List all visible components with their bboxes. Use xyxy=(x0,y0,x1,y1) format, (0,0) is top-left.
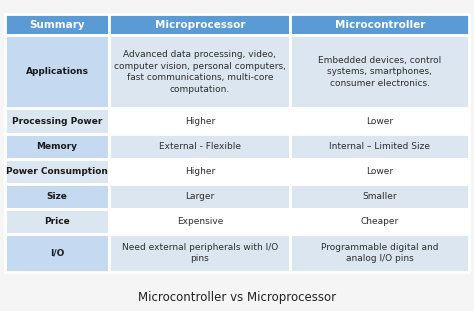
Text: Internal – Limited Size: Internal – Limited Size xyxy=(329,142,430,151)
Text: Smaller: Smaller xyxy=(363,192,397,201)
FancyBboxPatch shape xyxy=(291,209,469,234)
FancyBboxPatch shape xyxy=(109,159,291,184)
FancyBboxPatch shape xyxy=(109,14,291,35)
Text: Lower: Lower xyxy=(366,117,393,126)
Text: Microcontroller vs Microprocessor: Microcontroller vs Microprocessor xyxy=(138,290,336,304)
Text: Programmable digital and
analog I/O pins: Programmable digital and analog I/O pins xyxy=(321,243,438,263)
Text: Embedded devices, control
systems, smartphones,
consumer electronics.: Embedded devices, control systems, smart… xyxy=(318,56,441,88)
FancyBboxPatch shape xyxy=(109,134,291,159)
Text: Advanced data processing, video,
computer vision, personal computers,
fast commu: Advanced data processing, video, compute… xyxy=(114,50,286,94)
Text: I/O: I/O xyxy=(50,249,64,258)
Text: Microcontroller: Microcontroller xyxy=(335,20,425,30)
Text: Expensive: Expensive xyxy=(177,217,223,226)
Text: Higher: Higher xyxy=(185,117,215,126)
FancyBboxPatch shape xyxy=(291,234,469,272)
Text: Summary: Summary xyxy=(29,20,85,30)
FancyBboxPatch shape xyxy=(5,184,109,209)
FancyBboxPatch shape xyxy=(291,109,469,134)
FancyBboxPatch shape xyxy=(291,159,469,184)
FancyBboxPatch shape xyxy=(109,109,291,134)
Text: Microprocessor: Microprocessor xyxy=(155,20,245,30)
Text: Lower: Lower xyxy=(366,167,393,176)
Text: Size: Size xyxy=(46,192,67,201)
FancyBboxPatch shape xyxy=(5,134,109,159)
FancyBboxPatch shape xyxy=(291,14,469,35)
Text: Need external peripherals with I/O
pins: Need external peripherals with I/O pins xyxy=(122,243,278,263)
Text: Cheaper: Cheaper xyxy=(361,217,399,226)
FancyBboxPatch shape xyxy=(291,184,469,209)
FancyBboxPatch shape xyxy=(291,35,469,109)
FancyBboxPatch shape xyxy=(5,209,109,234)
Text: Memory: Memory xyxy=(36,142,77,151)
Text: Applications: Applications xyxy=(26,67,89,77)
Text: Processing Power: Processing Power xyxy=(12,117,102,126)
Text: Power Consumption: Power Consumption xyxy=(6,167,108,176)
Text: Larger: Larger xyxy=(185,192,214,201)
FancyBboxPatch shape xyxy=(5,159,109,184)
FancyBboxPatch shape xyxy=(5,35,109,109)
FancyBboxPatch shape xyxy=(109,35,291,109)
FancyBboxPatch shape xyxy=(5,109,109,134)
FancyBboxPatch shape xyxy=(109,184,291,209)
FancyBboxPatch shape xyxy=(5,14,109,35)
FancyBboxPatch shape xyxy=(5,234,109,272)
FancyBboxPatch shape xyxy=(109,209,291,234)
FancyBboxPatch shape xyxy=(109,234,291,272)
Text: Price: Price xyxy=(44,217,70,226)
Text: Higher: Higher xyxy=(185,167,215,176)
FancyBboxPatch shape xyxy=(291,134,469,159)
Text: External - Flexible: External - Flexible xyxy=(159,142,241,151)
